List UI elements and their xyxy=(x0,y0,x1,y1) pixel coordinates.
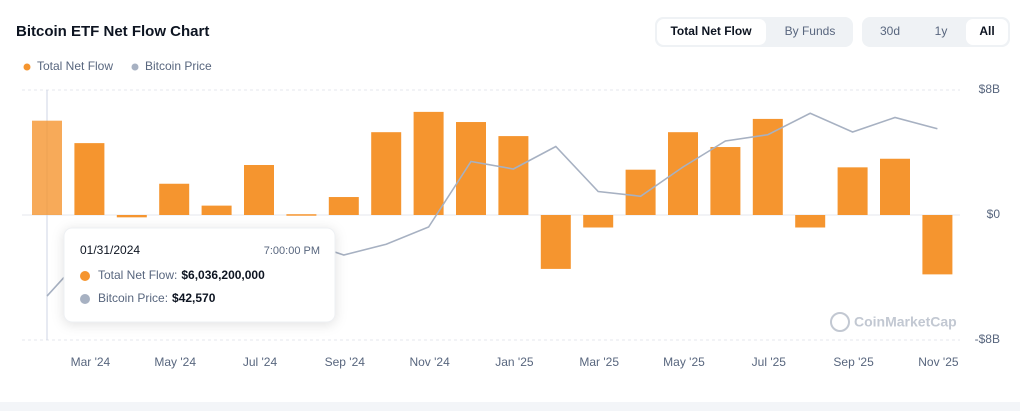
watermark-logo xyxy=(830,312,850,332)
footer-strip xyxy=(0,402,1020,411)
bar xyxy=(328,197,359,215)
tooltip-row: Bitcoin Price: $42,570 xyxy=(98,291,216,305)
tooltip-swatch xyxy=(80,294,90,304)
range-button[interactable]: 1y xyxy=(935,24,948,38)
chart-title: Bitcoin ETF Net Flow Chart xyxy=(16,23,209,40)
bar xyxy=(371,132,402,215)
x-tick-label: May '24 xyxy=(154,355,196,369)
bar xyxy=(413,111,444,215)
legend-swatch xyxy=(23,63,31,71)
x-tick-label: Mar '24 xyxy=(71,355,111,369)
tooltip-label: Total Net Flow: xyxy=(98,268,177,282)
x-tick-label: Mar '25 xyxy=(579,355,619,369)
tooltip-value: $42,570 xyxy=(172,291,216,305)
tooltip-date: 01/31/2024 xyxy=(80,243,140,257)
tooltip-time: 7:00:00 PM xyxy=(264,245,320,257)
bar xyxy=(625,169,656,215)
range-active xyxy=(966,19,1008,45)
x-tick-label: Sep '24 xyxy=(325,355,366,369)
bar xyxy=(880,158,910,215)
y-tick-label: -$8B xyxy=(975,332,1000,346)
bar xyxy=(710,147,741,215)
bar xyxy=(201,205,232,215)
legend-label: Bitcoin Price xyxy=(145,59,212,73)
x-tick-label: Nov '24 xyxy=(409,355,450,369)
tooltip-box xyxy=(63,227,336,323)
legend-swatch xyxy=(131,63,139,71)
bar xyxy=(795,215,826,228)
x-tick-label: Jul '24 xyxy=(243,355,278,369)
y-tick-label: $0 xyxy=(987,207,1001,221)
bar xyxy=(498,136,529,215)
tooltip-swatch xyxy=(80,271,90,281)
watermark: CoinMarketCap xyxy=(830,312,957,332)
watermark-text: CoinMarketCap xyxy=(854,314,957,330)
bar xyxy=(922,215,953,275)
tooltip-value: $6,036,200,000 xyxy=(181,268,265,282)
x-tick-label: Nov '25 xyxy=(918,355,959,369)
bar xyxy=(540,215,571,269)
x-tick-label: Sep '25 xyxy=(833,355,874,369)
bar xyxy=(116,215,147,218)
bar xyxy=(244,165,274,215)
y-tick-label: $8B xyxy=(979,82,1000,96)
bar xyxy=(837,167,868,215)
range-button[interactable]: All xyxy=(979,24,994,38)
bar xyxy=(286,214,317,216)
bar xyxy=(583,215,614,228)
bar xyxy=(159,183,190,215)
tooltip-label: Bitcoin Price: xyxy=(98,291,168,305)
bar xyxy=(32,120,62,215)
view-active xyxy=(657,19,766,45)
x-tick-label: Jul '25 xyxy=(752,355,787,369)
legend-label: Total Net Flow xyxy=(37,59,113,73)
bar xyxy=(74,143,105,215)
view-button[interactable]: By Funds xyxy=(785,24,836,38)
bar xyxy=(752,118,783,215)
bar xyxy=(456,122,486,215)
tooltip: 01/31/2024 7:00:00 PM Total Net Flow: $6,03… xyxy=(63,227,336,323)
view-button[interactable]: Total Net Flow xyxy=(670,24,752,38)
tooltip-row: Total Net Flow: $6,036,200,000 xyxy=(98,268,265,282)
x-tick-label: Jan '25 xyxy=(495,355,534,369)
x-tick-label: May '25 xyxy=(663,355,705,369)
range-button[interactable]: 30d xyxy=(880,24,900,38)
